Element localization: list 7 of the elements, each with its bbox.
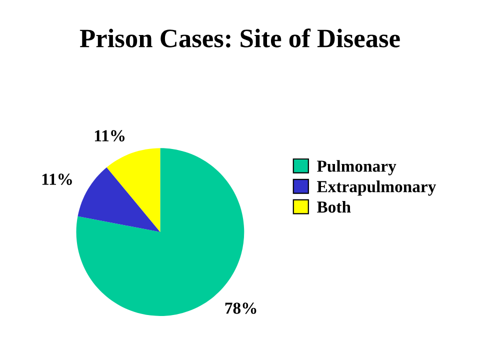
data-label: 11%	[94, 130, 125, 142]
legend-label: Both	[317, 200, 351, 213]
chart-title: Prison Cases: Site of Disease	[80, 28, 400, 48]
legend-label: Extrapulmonary	[317, 180, 436, 196]
data-label: 11%	[42, 174, 72, 185]
data-label: 78%	[225, 302, 256, 314]
legend-label: Pulmonary	[317, 160, 396, 176]
